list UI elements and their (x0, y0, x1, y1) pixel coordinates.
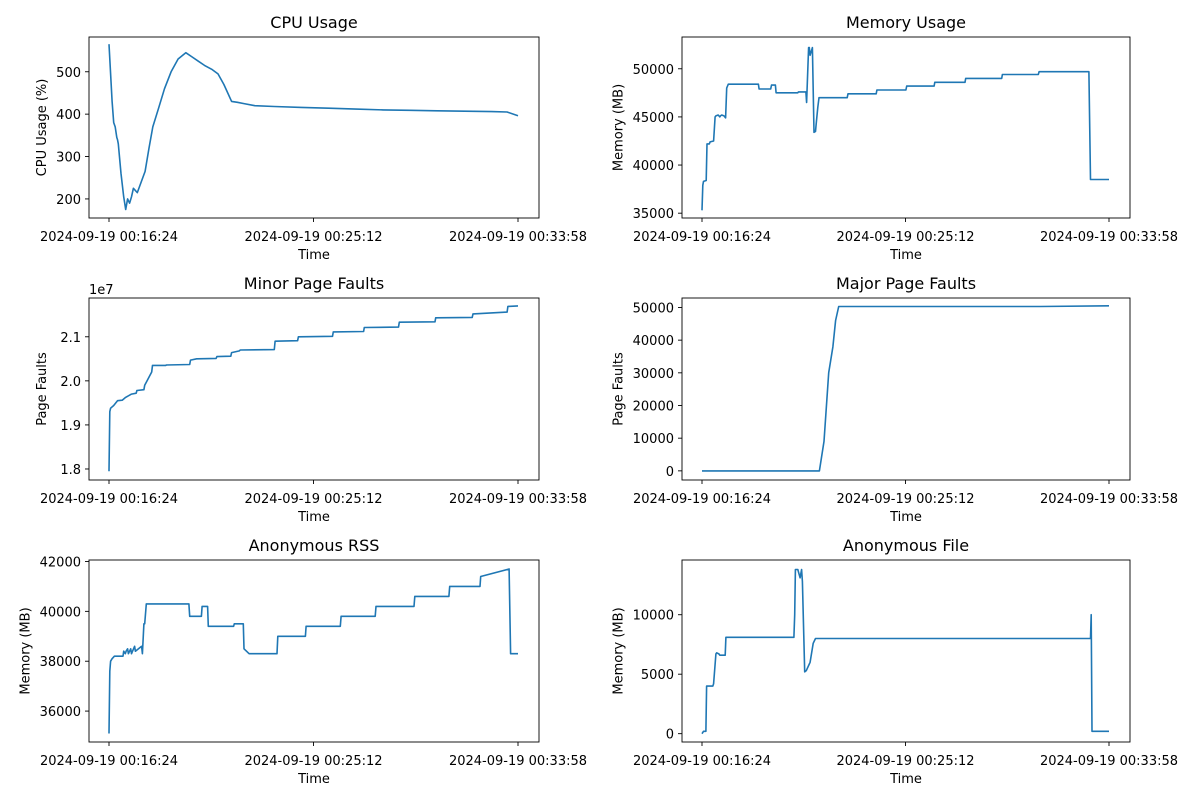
memory-usage-y-tick-label: 35000 (633, 207, 674, 222)
cpu-usage-x-axis-label: Time (297, 248, 330, 263)
memory-usage-y-tick-label: 40000 (633, 159, 674, 174)
major-page-faults-y-tick-label: 40000 (633, 334, 674, 349)
anonymous-file-x-tick-label: 2024-09-19 00:16:24 (633, 754, 771, 769)
memory-usage-x-axis-label: Time (889, 248, 922, 263)
memory-usage-y-tick-label: 50000 (633, 63, 674, 78)
anonymous-file-x-tick-label: 2024-09-19 00:25:12 (836, 754, 974, 769)
minor-page-faults-y-tick-label: 2.0 (60, 375, 81, 390)
anonymous-rss-y-tick-label: 38000 (40, 655, 81, 670)
cpu-usage-chart: CPU Usage 2024-09-19 00:16:24 2024-09-19 0… (35, 13, 587, 263)
minor-page-faults-x-tick-label: 2024-09-19 00:25:12 (244, 492, 382, 507)
anonymous-file-chart: Anonymous File 2024-09-19 00:16:24 2024-09… (612, 536, 1179, 787)
major-page-faults-x-axis-label: Time (889, 510, 922, 525)
anonymous-rss-y-axis-label: Memory (MB) (19, 607, 34, 694)
cpu-usage-x-tick-label: 2024-09-19 00:33:58 (449, 230, 587, 245)
anonymous-rss-series-line (108, 568, 518, 734)
cpu-usage-y-tick-label: 400 (56, 108, 81, 123)
anonymous-file-title: Anonymous File (843, 536, 969, 555)
major-page-faults-y-tick-label: 30000 (633, 367, 674, 382)
minor-page-faults-x-axis-label: Time (297, 510, 330, 525)
major-page-faults-chart: Major Page Faults 2024-09-19 00:16:24 2024… (612, 274, 1179, 525)
cpu-usage-y-tick-label: 500 (56, 66, 81, 81)
memory-usage-chart: Memory Usage 2024-09-19 00:16:24 2024-09-1… (612, 13, 1179, 263)
minor-page-faults-y-tick-label: 2.1 (60, 331, 81, 346)
memory-usage-y-axis-label: Memory (MB) (612, 84, 627, 171)
cpu-usage-y-axis-label: CPU Usage (%) (35, 79, 50, 177)
memory-usage-title: Memory Usage (846, 13, 966, 32)
memory-usage-x-tick-label: 2024-09-19 00:33:58 (1040, 230, 1178, 245)
cpu-usage-y-tick-label: 300 (56, 151, 81, 166)
cpu-usage-x-tick-label: 2024-09-19 00:25:12 (244, 230, 382, 245)
cpu-usage-series-line (108, 44, 519, 211)
memory-usage-x-tick-label: 2024-09-19 00:16:24 (633, 230, 771, 245)
major-page-faults-title: Major Page Faults (836, 274, 976, 293)
anonymous-rss-x-tick-label: 2024-09-19 00:16:24 (40, 754, 178, 769)
minor-page-faults-y-offset-label: 1e7 (89, 283, 114, 298)
minor-page-faults-x-tick-label: 2024-09-19 00:16:24 (40, 492, 178, 507)
major-page-faults-y-tick-label: 20000 (633, 400, 674, 415)
major-page-faults-y-tick-label: 10000 (633, 432, 674, 447)
anonymous-file-y-tick-label: 10000 (633, 609, 674, 624)
cpu-usage-axes-frame (88, 36, 540, 219)
anonymous-rss-y-tick-label: 40000 (40, 605, 81, 620)
anonymous-file-x-tick-label: 2024-09-19 00:33:58 (1040, 754, 1178, 769)
anonymous-rss-chart: Anonymous RSS 2024-09-19 00:16:24 2024-09-… (19, 536, 588, 787)
minor-page-faults-series-line (108, 305, 519, 472)
anonymous-rss-x-tick-label: 2024-09-19 00:25:12 (244, 754, 382, 769)
major-page-faults-y-axis-label: Page Faults (612, 352, 627, 426)
anonymous-file-axes-frame (681, 559, 1131, 743)
minor-page-faults-title: Minor Page Faults (244, 274, 384, 293)
minor-page-faults-y-axis-label: Page Faults (35, 352, 50, 426)
major-page-faults-y-tick-label: 0 (666, 465, 674, 480)
cpu-usage-y-tick-label: 200 (56, 193, 81, 208)
major-page-faults-x-tick-label: 2024-09-19 00:25:12 (836, 492, 974, 507)
memory-usage-x-tick-label: 2024-09-19 00:25:12 (836, 230, 974, 245)
minor-page-faults-axes-frame (88, 297, 540, 481)
anonymous-file-y-tick-label: 0 (666, 728, 674, 743)
memory-usage-y-tick-label: 45000 (633, 111, 674, 126)
minor-page-faults-y-tick-label: 1.9 (60, 419, 81, 434)
anonymous-rss-y-tick-label: 42000 (40, 555, 81, 570)
minor-page-faults-y-tick-label: 1.8 (60, 463, 81, 478)
major-page-faults-y-tick-label: 50000 (633, 301, 674, 316)
major-page-faults-x-tick-label: 2024-09-19 00:16:24 (633, 492, 771, 507)
cpu-usage-title: CPU Usage (270, 13, 357, 32)
anonymous-rss-axes-frame (88, 559, 540, 743)
major-page-faults-series-line (702, 305, 1110, 472)
anonymous-rss-x-axis-label: Time (297, 772, 330, 787)
anonymous-file-series-line (701, 568, 1109, 735)
minor-page-faults-x-tick-label: 2024-09-19 00:33:58 (449, 492, 587, 507)
anonymous-file-y-axis-label: Memory (MB) (612, 607, 627, 694)
anonymous-rss-title: Anonymous RSS (249, 536, 380, 555)
anonymous-rss-y-tick-label: 36000 (40, 705, 81, 720)
major-page-faults-axes-frame (681, 297, 1131, 481)
memory-usage-axes-frame (681, 36, 1131, 219)
minor-page-faults-chart: Minor Page Faults 2024-09-19 00:16:24 2024… (35, 274, 587, 525)
major-page-faults-x-tick-label: 2024-09-19 00:33:58 (1040, 492, 1178, 507)
cpu-usage-x-tick-label: 2024-09-19 00:16:24 (40, 230, 178, 245)
anonymous-file-x-axis-label: Time (889, 772, 922, 787)
memory-usage-series-line (701, 46, 1109, 211)
anonymous-rss-x-tick-label: 2024-09-19 00:33:58 (449, 754, 587, 769)
anonymous-file-y-tick-label: 5000 (641, 668, 674, 683)
